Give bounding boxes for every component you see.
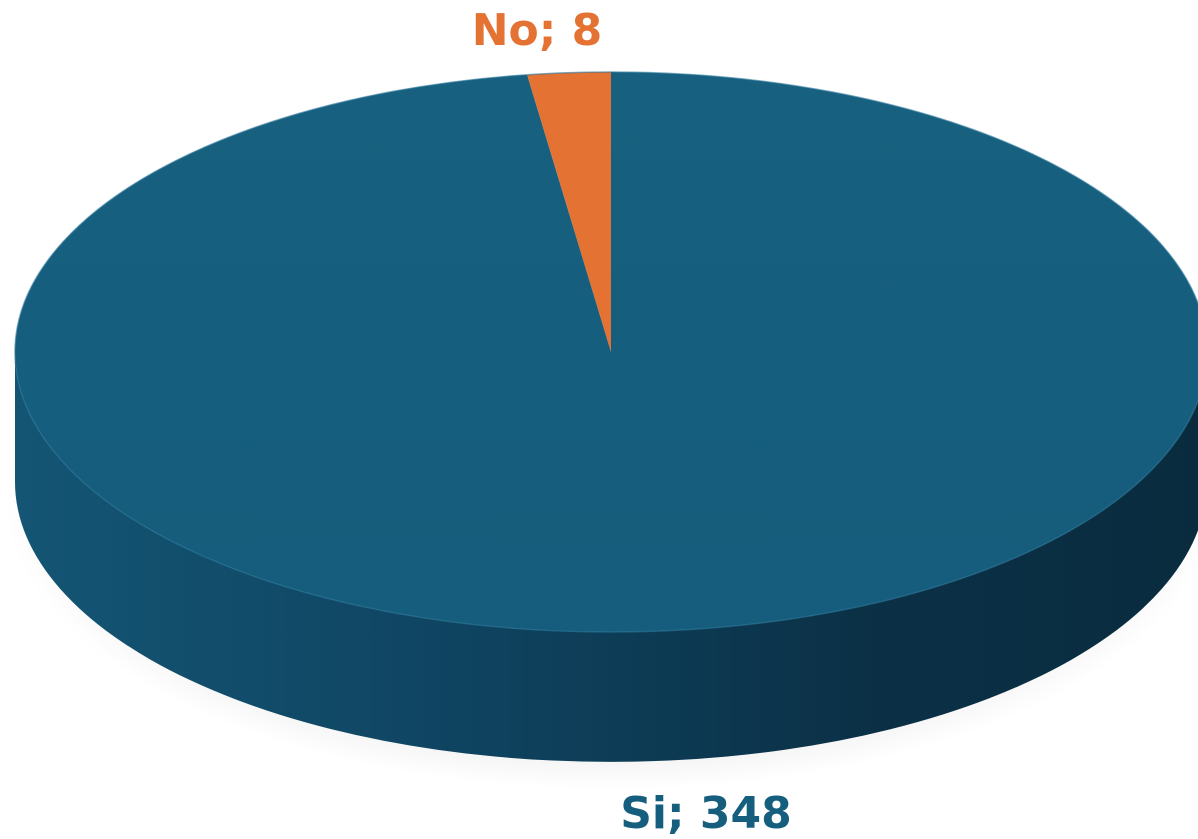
pie-rim [14, 71, 1198, 633]
data-label-si: Si; 348 [620, 788, 792, 839]
pie-slice-no [527, 72, 611, 352]
pie-side-si [15, 352, 1198, 762]
pie-side-wall [15, 352, 1198, 762]
pie-slices [14, 71, 1198, 633]
data-label-no: No; 8 [472, 5, 603, 56]
pie-slice-si [15, 72, 1198, 632]
data-labels: Si; 348 No; 8 [472, 5, 792, 839]
